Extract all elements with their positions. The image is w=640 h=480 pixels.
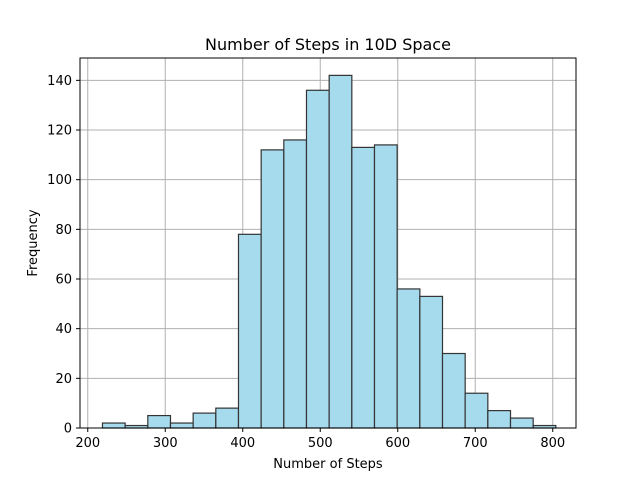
histogram-bar-16 xyxy=(464,392,489,429)
histogram-bar-3 xyxy=(169,422,194,429)
y-tick-label-1: 20 xyxy=(55,372,72,387)
histogram-bar-11 xyxy=(351,146,376,429)
histogram-bar-7 xyxy=(260,149,285,429)
histogram-bar-4 xyxy=(192,412,217,429)
y-tick-label-2: 40 xyxy=(55,322,72,337)
histogram-bar-6 xyxy=(237,233,262,429)
histogram-bar-15 xyxy=(441,352,466,429)
x-tick-label-2: 400 xyxy=(230,436,255,451)
histogram-bar-5 xyxy=(215,407,240,429)
y-tick-label-3: 60 xyxy=(55,273,72,288)
histogram-bar-18 xyxy=(509,417,534,429)
chart-title: Number of Steps in 10D Space xyxy=(205,35,451,54)
y-tick-label-4: 80 xyxy=(55,223,72,238)
y-axis-ticks: 0 20 40 60 80 100 120 140 xyxy=(47,74,80,437)
x-axis-ticks: 200 300 400 500 600 700 800 xyxy=(75,428,565,451)
x-tick-label-0: 200 xyxy=(75,436,100,451)
x-tick-label-1: 300 xyxy=(153,436,178,451)
histogram-bar-2 xyxy=(147,414,172,429)
x-tick-label-5: 700 xyxy=(463,436,488,451)
y-tick-label-0: 0 xyxy=(64,422,72,437)
histogram-bar-13 xyxy=(396,288,421,429)
histogram-bar-8 xyxy=(283,139,308,429)
histogram-bar-12 xyxy=(373,144,398,429)
histogram-bar-17 xyxy=(487,410,512,429)
y-axis-label: Frequency xyxy=(26,209,41,276)
y-tick-label-7: 140 xyxy=(47,74,72,89)
y-tick-label-5: 100 xyxy=(47,173,72,188)
histogram-bar-9 xyxy=(305,89,330,429)
plot-frame xyxy=(79,57,577,429)
histogram-bar-14 xyxy=(419,295,444,429)
x-tick-label-6: 800 xyxy=(540,436,565,451)
histogram-bar-0 xyxy=(101,422,126,429)
histogram-bar-10 xyxy=(328,74,353,429)
y-tick-label-6: 120 xyxy=(47,124,72,139)
x-axis-label: Number of Steps xyxy=(273,457,383,472)
x-tick-label-3: 500 xyxy=(308,436,333,451)
x-tick-label-4: 600 xyxy=(385,436,410,451)
